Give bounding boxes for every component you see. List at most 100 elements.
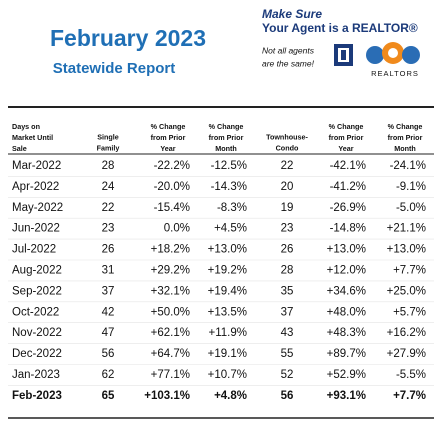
cell: +77.1% (151, 369, 190, 381)
cell: -14.3% (211, 181, 247, 193)
column-header: % Change (329, 122, 364, 131)
note: are the same! (262, 58, 315, 68)
cell: 43 (281, 327, 294, 339)
tagline: Make Sure (262, 7, 322, 21)
cell: +64.7% (151, 348, 190, 360)
cell: 22 (102, 202, 115, 214)
column-header: Days on (12, 122, 40, 131)
cell: +62.1% (151, 327, 190, 339)
cell: 47 (102, 327, 115, 339)
cell: Sep-2022 (12, 285, 62, 297)
cell: +93.1% (327, 390, 366, 402)
cell: +16.2% (387, 327, 426, 339)
cell: +7.7% (393, 390, 426, 402)
cell: 42 (102, 306, 115, 318)
column-header: % Change (388, 122, 423, 131)
cell: +13.0% (387, 244, 426, 256)
cell: Jul-2022 (12, 244, 56, 256)
cell: Mar-2022 (12, 160, 61, 172)
cell: +21.1% (387, 223, 426, 235)
column-header: from Prior (209, 133, 244, 142)
cell: -5.5% (396, 369, 426, 381)
column-header: Month (215, 144, 237, 153)
column-header: Year (338, 144, 353, 153)
cell: +48.3% (327, 327, 366, 339)
cell: 55 (281, 348, 294, 360)
column-header: Month (394, 144, 416, 153)
cell: +25.0% (387, 285, 426, 297)
cell: Jan-2023 (12, 369, 60, 381)
cell: 37 (281, 306, 294, 318)
cell: +52.9% (327, 369, 366, 381)
cell: -26.9% (330, 202, 366, 214)
column-header: Family (97, 143, 120, 152)
cell: 26 (102, 244, 115, 256)
car-logo (402, 46, 420, 64)
cell: Feb-2023 (12, 390, 62, 402)
cell: -42.1% (330, 160, 366, 172)
cell: +7.7% (393, 265, 426, 277)
cell: 23 (102, 223, 115, 235)
cell: 23 (281, 223, 294, 235)
column-header: from Prior (388, 133, 423, 142)
cell: 26 (281, 244, 294, 256)
cell: 62 (102, 369, 115, 381)
subtitle: Statewide Report (53, 60, 176, 77)
cell: -15.4% (154, 202, 190, 214)
column-header: Condo (276, 143, 299, 152)
cell: +18.2% (151, 244, 190, 256)
cell: 56 (281, 390, 294, 402)
column-header: from Prior (151, 133, 186, 142)
cell: -20.0% (154, 181, 190, 193)
cell: Oct-2022 (12, 306, 59, 318)
cell: +12.0% (327, 265, 366, 277)
cell: 28 (281, 265, 294, 277)
cell: +4.8% (214, 390, 247, 402)
cell: May-2022 (12, 202, 63, 214)
cell: +13.0% (208, 244, 247, 256)
cell: 52 (281, 369, 294, 381)
car-logo (388, 48, 398, 58)
cell: 0.0% (164, 223, 190, 235)
cell: +50.0% (151, 306, 190, 318)
cell: 19 (281, 202, 294, 214)
cell: 35 (281, 285, 294, 297)
cell: -9.1% (396, 181, 426, 193)
cell: +4.5% (214, 223, 247, 235)
cell: 22 (281, 160, 294, 172)
column-header: Year (160, 144, 175, 153)
column-header: from Prior (329, 133, 364, 142)
cell: +48.0% (327, 306, 366, 318)
cell: Dec-2022 (12, 348, 62, 360)
cell: 28 (102, 160, 115, 172)
cell: Aug-2022 (12, 265, 62, 277)
car-logo (366, 46, 384, 64)
cell: +19.1% (208, 348, 247, 360)
cell: -5.0% (396, 202, 426, 214)
column-header: % Change (151, 122, 186, 131)
cell: +19.4% (208, 285, 247, 297)
cell: +103.1% (144, 390, 190, 402)
cell: 37 (102, 285, 115, 297)
cell: +32.1% (151, 285, 190, 297)
cell: Nov-2022 (12, 327, 62, 339)
note: Not all agents (262, 45, 315, 55)
cell: +19.2% (208, 265, 247, 277)
cell: -12.5% (211, 160, 247, 172)
column-header: % Change (209, 122, 244, 131)
cell: +89.7% (327, 348, 366, 360)
cell: 56 (102, 348, 115, 360)
cell: +13.0% (327, 244, 366, 256)
cell: Jun-2022 (12, 223, 60, 235)
cell: -22.2% (154, 160, 190, 172)
cell: +29.2% (151, 265, 190, 277)
logo-text: REALTORS (371, 69, 419, 78)
cell: +10.7% (208, 369, 247, 381)
cell: 65 (102, 390, 115, 402)
cell: +13.5% (208, 306, 247, 318)
title: February 2023 (50, 25, 206, 51)
table: Days on Market Until Sale Single Family % Cha… (8, 122, 434, 402)
column-header: Market Until (12, 133, 53, 142)
cell: -8.3% (217, 202, 247, 214)
